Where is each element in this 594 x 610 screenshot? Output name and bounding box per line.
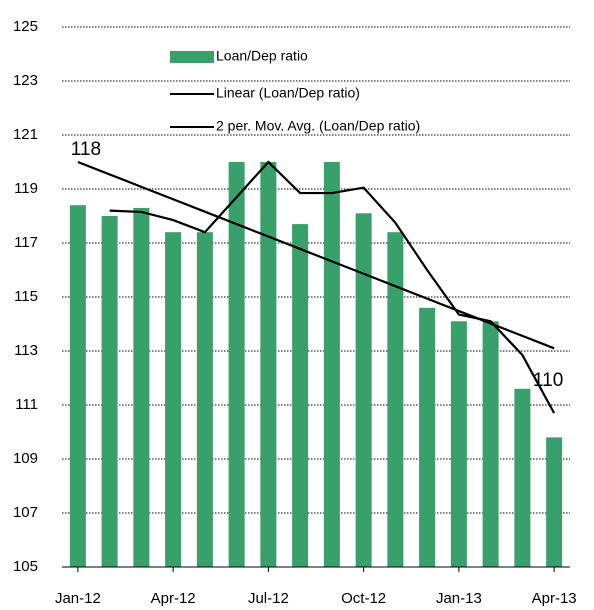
bar xyxy=(133,207,150,567)
legend-label: Linear (Loan/Dep ratio) xyxy=(216,85,360,101)
x-tick-label: Apr-12 xyxy=(151,590,196,607)
x-tick-label: Apr-13 xyxy=(532,590,577,607)
x-tick-label: Jan-13 xyxy=(436,590,482,607)
y-tick-label: 119 xyxy=(14,180,38,197)
y-tick-label: 113 xyxy=(14,342,38,359)
legend-label: 2 per. Mov. Avg. (Loan/Dep ratio) xyxy=(216,118,420,134)
bar xyxy=(69,205,86,567)
bar xyxy=(323,162,340,567)
bar xyxy=(387,232,404,567)
legend-label: Loan/Dep ratio xyxy=(216,48,308,64)
y-tick-label: 105 xyxy=(13,558,38,575)
bar xyxy=(450,321,467,567)
y-tick-label: 109 xyxy=(13,450,38,467)
line-series xyxy=(109,160,556,414)
x-tick-label: Jul-12 xyxy=(248,590,289,607)
y-tick-label: 111 xyxy=(15,396,38,413)
bar xyxy=(101,216,118,567)
y-tick-label: 115 xyxy=(14,288,38,305)
bar xyxy=(196,232,213,567)
x-tick-label: Oct-12 xyxy=(341,590,386,607)
bar xyxy=(355,213,372,568)
y-tick-label: 125 xyxy=(13,18,38,35)
y-tick-label: 121 xyxy=(13,126,38,143)
annotation: 110 xyxy=(533,370,563,391)
bar xyxy=(165,232,182,567)
y-tick-label: 123 xyxy=(13,72,38,89)
bar xyxy=(260,162,277,567)
y-tick-label: 107 xyxy=(13,504,38,521)
x-tick-label: Jan-12 xyxy=(55,590,101,607)
legend-swatch xyxy=(170,51,214,63)
bar xyxy=(419,307,436,567)
bar xyxy=(292,224,309,567)
bar xyxy=(228,162,245,567)
annotation: 118 xyxy=(71,139,101,160)
bar xyxy=(514,388,531,567)
y-tick-label: 117 xyxy=(14,234,38,251)
bar xyxy=(546,437,563,567)
bar xyxy=(482,321,499,567)
